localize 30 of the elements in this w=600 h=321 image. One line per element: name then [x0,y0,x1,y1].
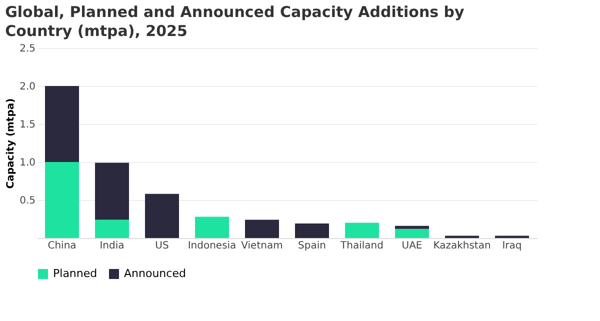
bar [195,216,229,238]
x-tick-label: India [100,240,124,252]
bar [245,220,279,238]
bar [95,220,129,238]
x-tick-label: Indonesia [188,240,236,252]
bar [395,228,429,238]
legend-label: Planned [53,267,98,280]
x-tick-label: UAE [402,240,422,252]
x-tick-label: Iraq [502,240,522,252]
y-tick-label: 0.5 [20,196,36,206]
x-tick-label: US [155,240,169,252]
bar [95,162,129,220]
y-tick-label: 2.0 [20,82,36,92]
bar [345,222,379,238]
y-axis-title: Capacity (mtpa) [6,98,17,189]
y-tick-label: 2.5 [20,44,36,54]
bar [295,224,329,238]
y-tick-label: 1.0 [20,158,36,168]
x-tick-label: Thailand [340,240,384,252]
x-tick-label: Spain [298,240,326,252]
legend-label: Announced [124,267,186,280]
x-tick-label: Vietnam [241,240,283,252]
y-tick-label: 1.5 [20,120,36,130]
x-tick-label: Kazakhstan [433,240,491,252]
bar [45,86,79,162]
bar [395,226,429,229]
bar [45,162,79,238]
x-tick-label: China [48,240,76,252]
chart-title: Global, Planned and Announced Capacity Additions by Country (mtpa), 2025 [5,3,465,40]
bar [145,194,179,238]
